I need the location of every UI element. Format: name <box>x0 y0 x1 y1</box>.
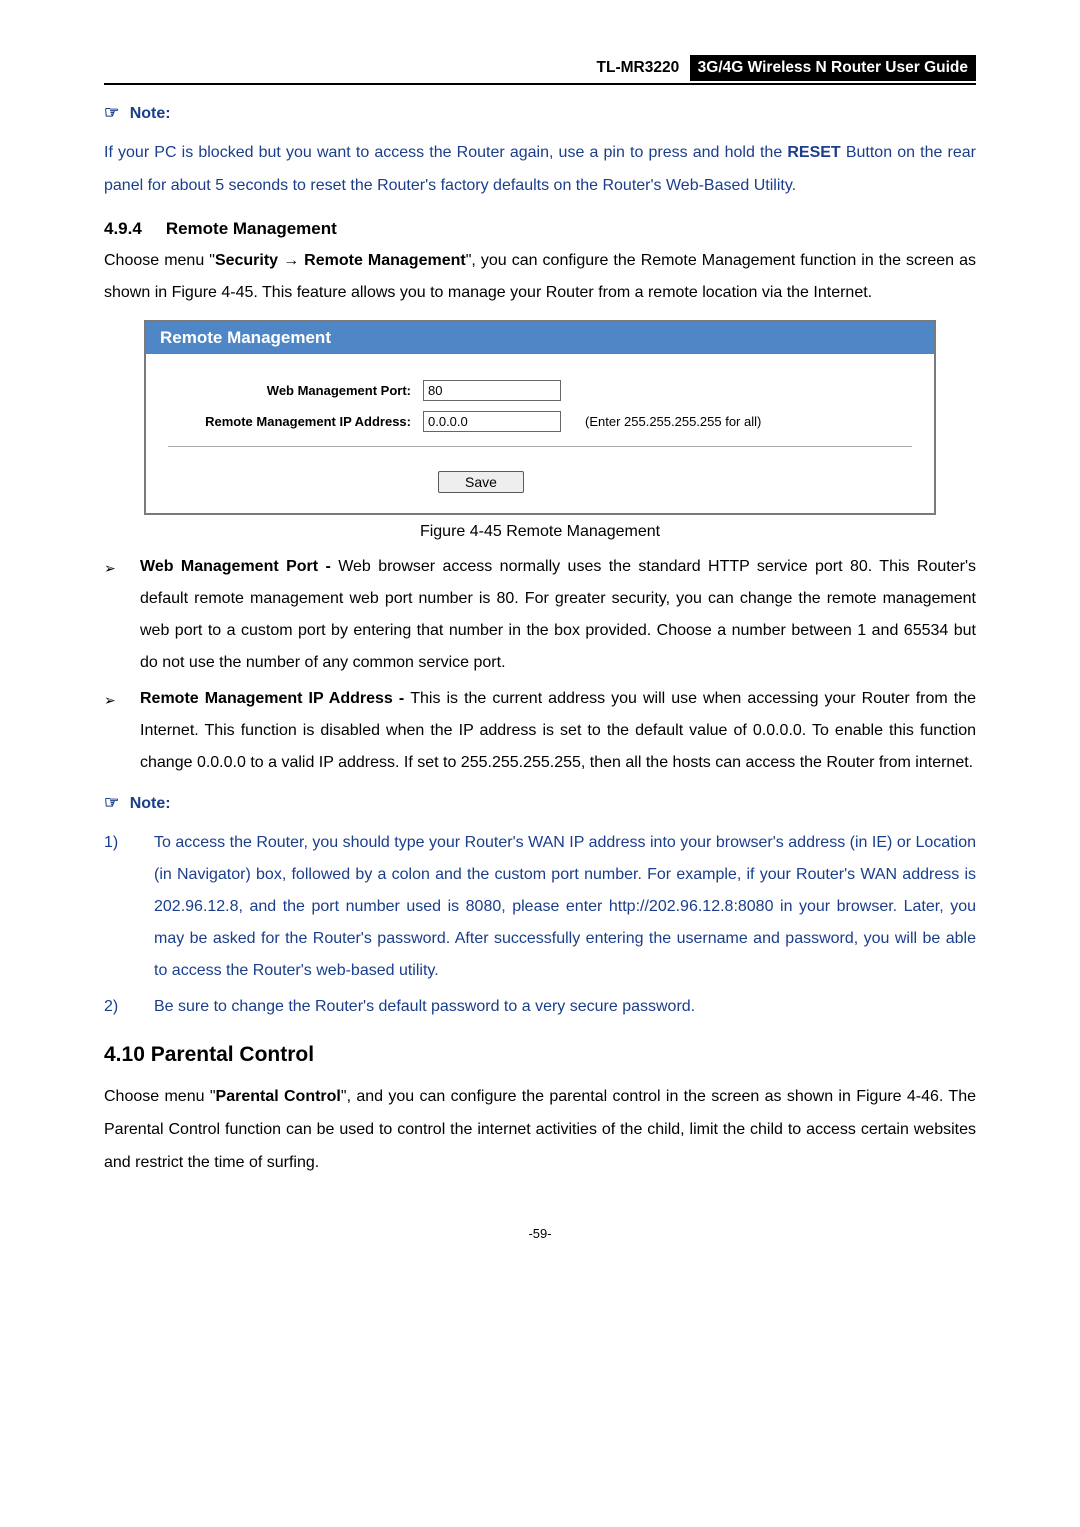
section-number: 4.9.4 <box>104 219 142 238</box>
page-header: TL-MR3220 3G/4G Wireless N Router User G… <box>104 55 976 85</box>
label-web-management-port: Web Management Port: <box>168 383 423 398</box>
bullet-text-2: Remote Management IP Address - This is t… <box>140 683 976 779</box>
note1-prefix: If your PC is blocked but you want to ac… <box>104 144 787 161</box>
p494-b: Security <box>215 252 278 269</box>
note-2-label: ☞ Note: <box>104 793 976 813</box>
note2-text-1: To access the Router, you should type yo… <box>154 827 976 987</box>
note-label-text: Note: <box>130 795 171 812</box>
pointing-hand-icon: ☞ <box>104 793 119 812</box>
row-web-management-port: Web Management Port: <box>168 380 912 401</box>
section-title: Remote Management <box>166 219 337 238</box>
bullet-text-1: Web Management Port - Web browser access… <box>140 551 976 679</box>
bullet-remote-ip: ➢ Remote Management IP Address - This is… <box>104 683 976 779</box>
p410-b: Parental Control <box>216 1088 341 1105</box>
bullet1-strong: Web Management Port - <box>140 558 338 575</box>
page-number: -59- <box>104 1226 976 1241</box>
note-2-list: 1) To access the Router, you should type… <box>104 827 976 1023</box>
bullet-web-management-port: ➢ Web Management Port - Web browser acce… <box>104 551 976 679</box>
p494-a: Choose menu " <box>104 252 215 269</box>
section-4-9-4-heading: 4.9.4 Remote Management <box>104 219 976 239</box>
label-remote-ip: Remote Management IP Address: <box>168 414 423 429</box>
note-label-text: Note: <box>130 105 171 122</box>
note1-reset-word: RESET <box>787 144 840 161</box>
input-remote-ip[interactable] <box>423 411 561 432</box>
figure-body: Web Management Port: Remote Management I… <box>146 354 934 513</box>
section-4-9-4-paragraph: Choose menu "Security → Remote Managemen… <box>104 245 976 311</box>
figure-title-bar: Remote Management <box>146 322 934 354</box>
note2-num-2: 2) <box>104 991 154 1023</box>
bullet-list: ➢ Web Management Port - Web browser acce… <box>104 551 976 779</box>
row-remote-ip: Remote Management IP Address: (Enter 255… <box>168 411 912 432</box>
right-arrow-icon: → <box>278 252 304 269</box>
figure-4-45: Remote Management Web Management Port: R… <box>144 320 936 515</box>
note2-item-1: 1) To access the Router, you should type… <box>104 827 976 987</box>
header-title: 3G/4G Wireless N Router User Guide <box>690 55 976 81</box>
note2-item-2: 2) Be sure to change the Router's defaul… <box>104 991 976 1023</box>
section-4-10-paragraph: Choose menu "Parental Control", and you … <box>104 1081 976 1179</box>
header-model: TL-MR3220 <box>591 57 686 79</box>
note2-num-1: 1) <box>104 827 154 987</box>
p494-c: Remote Management <box>304 252 466 269</box>
p410-a: Choose menu " <box>104 1088 216 1105</box>
pointing-hand-icon: ☞ <box>104 103 119 122</box>
bullet-arrow-icon: ➢ <box>104 683 140 779</box>
figure-separator <box>168 446 912 447</box>
input-web-management-port[interactable] <box>423 380 561 401</box>
bullet2-strong: Remote Management IP Address - <box>140 690 410 707</box>
section-4-10-heading: 4.10 Parental Control <box>104 1043 976 1067</box>
note-1-body: If your PC is blocked but you want to ac… <box>104 137 976 203</box>
bullet-arrow-icon: ➢ <box>104 551 140 679</box>
save-button[interactable]: Save <box>438 471 524 493</box>
hint-remote-ip: (Enter 255.255.255.255 for all) <box>585 414 761 429</box>
figure-save-row: Save <box>168 461 912 507</box>
note-1-label: ☞ Note: <box>104 103 976 123</box>
figure-caption: Figure 4-45 Remote Management <box>104 523 976 541</box>
note2-text-2: Be sure to change the Router's default p… <box>154 991 976 1023</box>
